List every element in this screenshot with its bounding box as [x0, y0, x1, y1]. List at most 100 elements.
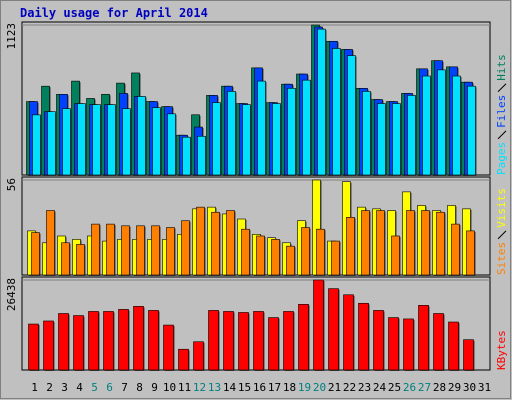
- bar: [388, 317, 399, 371]
- bar: [253, 311, 264, 371]
- bar: [28, 323, 39, 371]
- bar: [358, 302, 369, 371]
- bar: [152, 107, 161, 176]
- bar: [223, 311, 234, 371]
- bar: [406, 210, 415, 276]
- bar: [167, 113, 176, 176]
- bar: [193, 341, 204, 371]
- bar: [283, 311, 294, 371]
- bar: [163, 324, 174, 371]
- x-tick-label: 21: [328, 381, 341, 394]
- bar: [343, 294, 354, 371]
- bar: [151, 225, 160, 276]
- legend-entry: Pages: [495, 142, 508, 175]
- x-tick-label: 2: [46, 381, 53, 394]
- bar: [47, 111, 56, 176]
- bar: [272, 103, 281, 176]
- x-tick-label: 1: [31, 381, 38, 394]
- bar: [107, 104, 116, 176]
- bar: [403, 318, 414, 371]
- x-tick-label: 11: [178, 381, 191, 394]
- x-tick-label: 7: [121, 381, 128, 394]
- legend-entry: Files: [495, 95, 508, 128]
- x-tick-label: 9: [151, 381, 158, 394]
- bar: [43, 320, 54, 371]
- bar: [302, 79, 311, 176]
- x-tick-label: 28: [433, 381, 446, 394]
- bar: [182, 136, 191, 176]
- bar: [136, 225, 145, 276]
- x-tick-label: 10: [163, 381, 176, 394]
- x-tick-label: 27: [418, 381, 431, 394]
- bar: [62, 108, 71, 176]
- x-tick-label: 30: [463, 381, 476, 394]
- bar: [407, 95, 416, 176]
- bar: [287, 88, 296, 176]
- bar: [137, 96, 146, 176]
- x-tick-label: 23: [358, 381, 371, 394]
- bar: [346, 217, 355, 276]
- bar: [208, 310, 219, 371]
- chart-title: Daily usage for April 2014: [20, 6, 208, 20]
- x-tick-label: 12: [193, 381, 206, 394]
- bar: [77, 103, 86, 176]
- bar: [392, 103, 401, 176]
- bar: [391, 235, 400, 276]
- bar: [58, 313, 69, 371]
- bar: [242, 104, 251, 176]
- x-tick-label: 25: [388, 381, 401, 394]
- legend-entry: Visits: [495, 188, 508, 228]
- bar: [422, 75, 431, 176]
- bar: [433, 313, 444, 371]
- bar: [362, 91, 371, 176]
- bar: [301, 227, 310, 276]
- bar: [61, 242, 70, 276]
- bar: [211, 211, 220, 276]
- bar: [148, 310, 159, 371]
- bar: [118, 309, 129, 371]
- bar: [91, 223, 100, 276]
- legend-separator: [497, 130, 507, 140]
- bar: [241, 228, 250, 276]
- bar: [73, 315, 84, 371]
- y-tick-label: 26438: [5, 278, 18, 311]
- x-tick-label: 19: [298, 381, 311, 394]
- bar: [88, 311, 99, 371]
- bar: [212, 102, 221, 176]
- x-tick-label: 4: [76, 381, 83, 394]
- bar: [32, 114, 41, 176]
- x-tick-label: 16: [253, 381, 266, 394]
- bar: [256, 235, 265, 276]
- bar: [76, 244, 85, 276]
- x-tick-label: 22: [343, 381, 356, 394]
- bar: [46, 210, 55, 276]
- x-tick-label: 26: [403, 381, 416, 394]
- bar: [178, 348, 189, 371]
- bar: [332, 48, 341, 176]
- legend-separator: [497, 230, 507, 240]
- bar: [227, 91, 236, 176]
- bar: [451, 223, 460, 276]
- bar: [271, 239, 280, 276]
- bar: [238, 312, 249, 371]
- bar: [452, 75, 461, 176]
- bar: [298, 303, 309, 371]
- bar: [331, 240, 340, 276]
- bar: [133, 306, 144, 371]
- bar: [92, 104, 101, 176]
- x-tick-label: 6: [106, 381, 113, 394]
- x-tick-label: 24: [373, 381, 387, 394]
- bar: [226, 210, 235, 276]
- bar: [317, 28, 326, 176]
- legend-entry: Hits: [495, 54, 508, 81]
- bar: [181, 220, 190, 276]
- bar: [316, 228, 325, 276]
- bar: [31, 232, 40, 276]
- x-tick-label: 20: [313, 381, 326, 394]
- bar: [437, 69, 446, 176]
- x-tick-label: 17: [268, 381, 281, 394]
- bar: [467, 85, 476, 176]
- legend-entry: KBytes: [495, 330, 508, 370]
- bar: [347, 55, 356, 176]
